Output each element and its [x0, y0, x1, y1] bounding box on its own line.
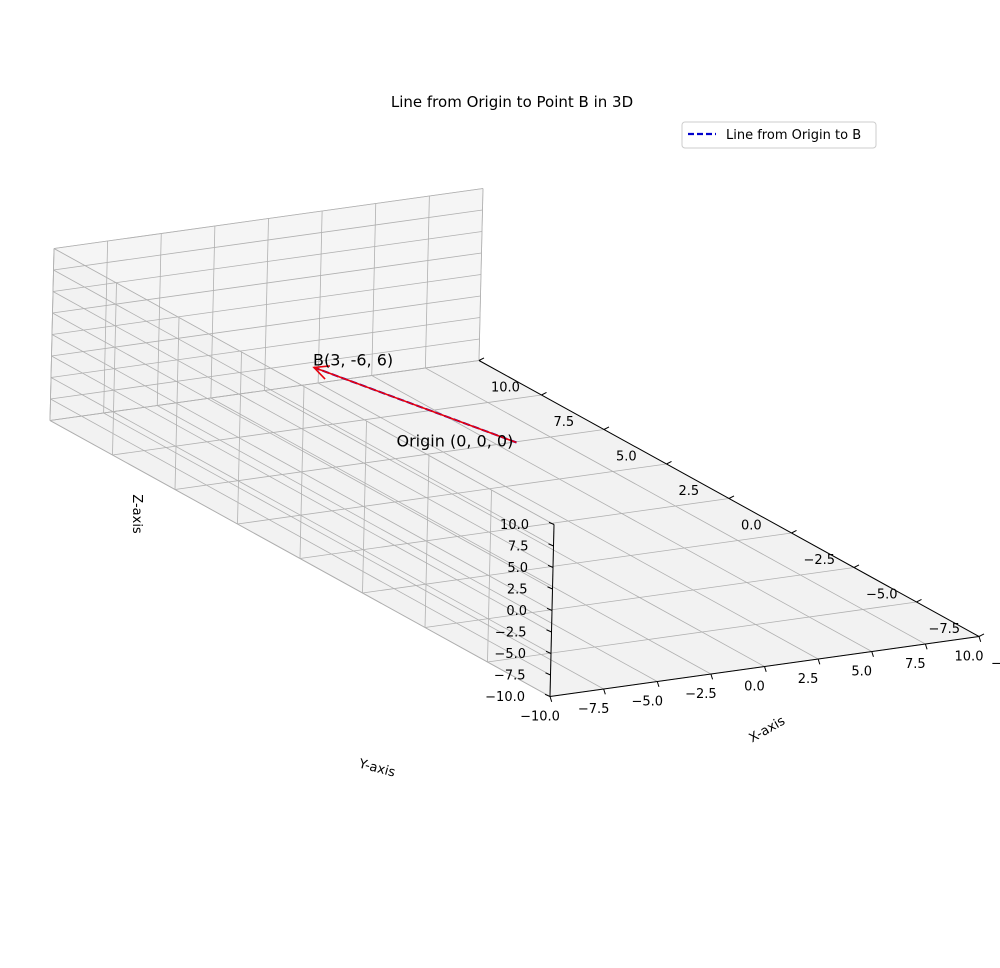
vector-arrowhead — [312, 365, 331, 380]
grid-line — [264, 390, 765, 667]
y-tick-mark — [764, 666, 767, 672]
y-tick-mark — [549, 696, 553, 702]
x-tick-label: −7.5 — [929, 622, 961, 637]
annotation-origin: Origin (0, 0, 0) — [397, 432, 514, 451]
y-tick-mark — [656, 681, 660, 687]
y-tick-label: 0.0 — [744, 680, 765, 695]
grid-line — [210, 397, 712, 675]
z-tick-label: −10.0 — [485, 690, 525, 705]
grid-line — [50, 317, 481, 378]
grid-line — [425, 367, 926, 645]
annotation-point-b: B(3, -6, 6) — [313, 351, 393, 370]
z-tick-mark — [548, 543, 554, 547]
z-tick-mark — [547, 564, 554, 568]
y-tick-mark — [871, 651, 874, 657]
grid-line — [53, 248, 555, 525]
grid-line — [51, 274, 482, 335]
grid-line — [53, 269, 554, 547]
grid-line — [317, 382, 819, 660]
grid-line — [371, 375, 872, 652]
y-tick-mark — [710, 673, 714, 680]
y-tick-label: 5.0 — [851, 665, 872, 680]
z-tick-label: 2.5 — [507, 583, 528, 598]
tick-labels: −10.0 −7.5 −5.0 −2.5 0.0 2.5 5.0 7.5 10.0 −10.0 −7… — [485, 381, 1000, 725]
x-tick-mark — [978, 633, 985, 637]
x-tick-mark — [916, 598, 922, 603]
y-tick-label: −5.0 — [631, 695, 663, 710]
y-tick-label: 7.5 — [905, 657, 926, 672]
y-tick-mark — [603, 688, 606, 695]
grid-line — [51, 355, 552, 633]
grid-line — [53, 209, 483, 271]
z-tick-mark — [545, 650, 552, 654]
grid-line — [50, 398, 551, 676]
grid-line — [103, 412, 604, 690]
x-tick-mark — [853, 564, 860, 568]
legend-entry-label: Line from Origin to B — [726, 128, 861, 143]
x-tick-label: 2.5 — [679, 484, 700, 499]
y-tick-label: −2.5 — [685, 687, 717, 702]
x-tick-label: 7.5 — [554, 415, 575, 430]
x-tick-label: −2.5 — [804, 553, 836, 568]
grid-line — [49, 420, 551, 697]
grid-line — [52, 252, 482, 314]
x-tick-mark — [728, 495, 735, 499]
z-axis-label: Z-axis — [129, 494, 144, 534]
grid-line — [52, 231, 483, 292]
y-tick-label: 2.5 — [798, 672, 819, 687]
grid-line — [52, 312, 553, 590]
series-layer — [312, 365, 517, 444]
grid-line — [157, 405, 658, 682]
grid-line — [51, 295, 481, 357]
z-tick-label: 0.0 — [506, 604, 527, 619]
grid-line — [50, 377, 552, 654]
z-tick-mark — [545, 672, 551, 676]
y-tick-mark — [978, 636, 982, 642]
x-tick-label: −5.0 — [866, 588, 898, 603]
vector-shaft — [313, 366, 517, 444]
y-tick-mark — [924, 643, 928, 650]
y-tick-label: −7.5 — [578, 702, 610, 717]
z-tick-mark — [546, 607, 553, 611]
legend: Line from Origin to B — [681, 121, 877, 149]
z-tick-label: 5.0 — [507, 561, 528, 576]
z-tick-label: −5.0 — [494, 647, 526, 662]
x-tick-mark — [478, 357, 485, 361]
grid-line — [49, 360, 480, 421]
z-tick-label: 10.0 — [500, 518, 529, 533]
x-tick-label: 5.0 — [616, 450, 637, 465]
z-tick-label: 7.5 — [508, 540, 529, 555]
x-tick-mark — [791, 529, 797, 534]
y-axis-label: Y-axis — [356, 756, 397, 780]
axis-lines — [478, 357, 985, 702]
x-tick-mark — [541, 391, 547, 396]
y-tick-mark — [817, 658, 821, 665]
x-axis-label: X-axis — [747, 714, 788, 747]
grid-line — [51, 334, 553, 611]
x-tick-label: −10.0 — [991, 657, 1000, 672]
z-tick-mark — [546, 629, 552, 633]
grid-line — [53, 188, 484, 249]
y-tick-label: −10.0 — [520, 710, 560, 725]
z-tick-mark — [548, 521, 555, 525]
legend-box — [681, 121, 877, 149]
z-tick-label: −7.5 — [494, 669, 526, 684]
x-tick-mark — [666, 460, 672, 465]
grid-line — [50, 338, 480, 400]
grid-line — [52, 291, 554, 568]
x-tick-label: 0.0 — [741, 519, 762, 534]
y-tick-label: 10.0 — [955, 650, 984, 665]
z-tick-label: −2.5 — [495, 626, 527, 641]
annotations: Origin (0, 0, 0) B(3, -6, 6) — [313, 351, 513, 451]
chart-title: Line from Origin to Point B in 3D — [391, 93, 633, 111]
z-tick-mark — [544, 693, 551, 697]
x-tick-label: 10.0 — [491, 381, 520, 396]
z-tick-mark — [547, 586, 553, 590]
x-tick-mark — [603, 426, 610, 430]
